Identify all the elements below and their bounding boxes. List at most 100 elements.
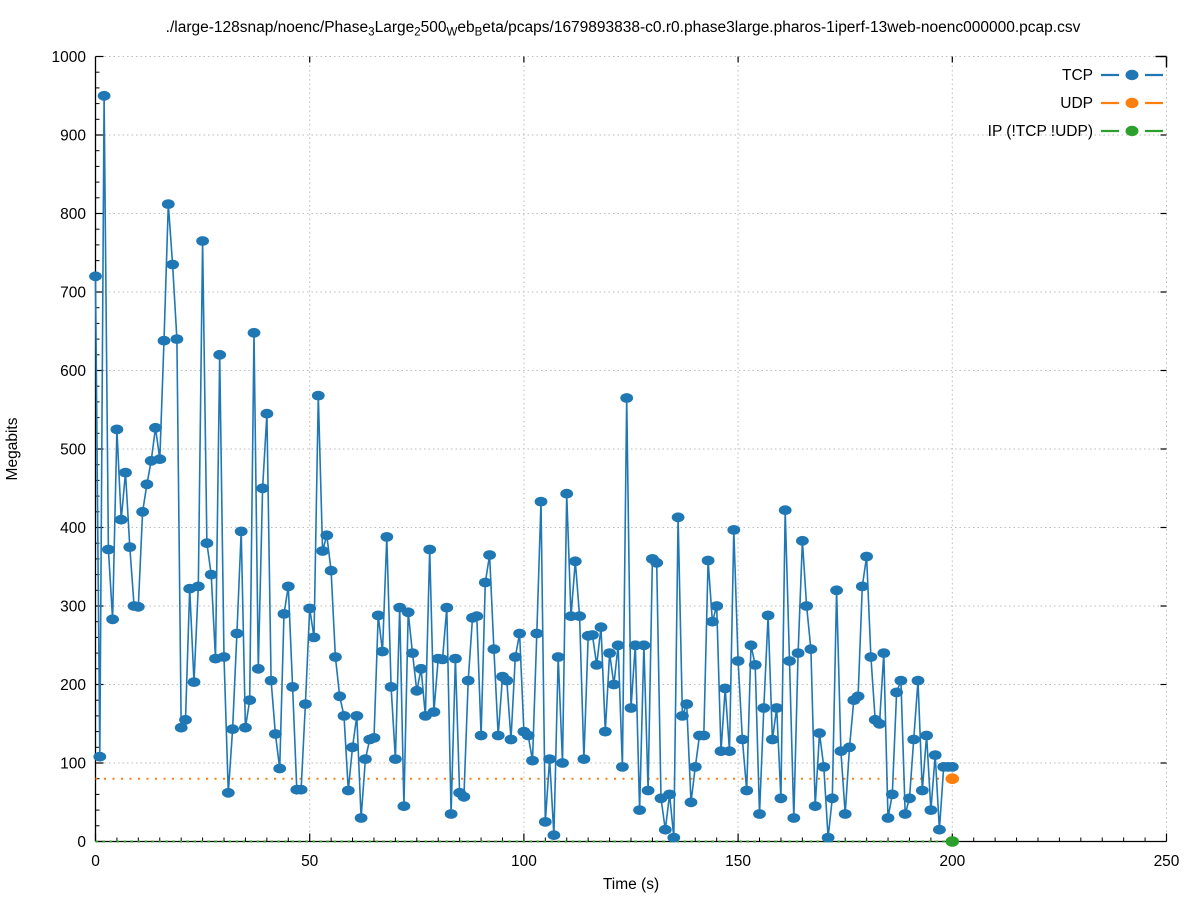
- y-tick-label-800: 800: [60, 206, 86, 223]
- x-tick-label-150: 150: [725, 853, 751, 870]
- tcp-marker: [898, 809, 912, 819]
- tcp-marker: [140, 479, 154, 490]
- tcp-marker: [731, 656, 745, 666]
- tcp-marker: [247, 327, 261, 338]
- tcp-marker: [736, 734, 749, 745]
- tcp-marker: [637, 640, 651, 651]
- tcp-marker: [161, 199, 175, 210]
- tcp-marker: [264, 675, 278, 686]
- tcp-marker: [744, 640, 758, 651]
- tcp-marker: [427, 707, 441, 717]
- tcp-marker: [860, 551, 873, 562]
- tcp-marker: [307, 632, 321, 643]
- x-tick-label-200: 200: [939, 853, 965, 870]
- legend-entry-ip: IP (!TCP !UDP): [988, 123, 1163, 140]
- tcp-marker: [611, 640, 625, 651]
- tcp-marker: [945, 762, 959, 772]
- y-tick-label-200: 200: [60, 677, 86, 694]
- tcp-marker: [877, 648, 891, 658]
- tcp-marker: [286, 682, 299, 692]
- tcp-marker: [911, 675, 925, 686]
- tcp-marker: [624, 703, 638, 713]
- tcp-marker: [410, 685, 424, 696]
- x-tick-label-50: 50: [301, 853, 319, 870]
- tcp-marker: [556, 758, 569, 768]
- tcp-marker: [414, 663, 428, 674]
- tcp-marker: [748, 660, 762, 670]
- tcp-marker: [658, 824, 672, 835]
- tcp-marker: [449, 653, 462, 664]
- tcp-marker: [808, 801, 822, 812]
- tcp-marker: [594, 622, 608, 633]
- tcp-marker: [783, 656, 796, 666]
- tcp-marker: [753, 809, 766, 819]
- tcp-marker: [277, 609, 291, 619]
- tcp-marker: [680, 699, 694, 709]
- legend-label-ip: IP (!TCP !UDP): [988, 123, 1093, 140]
- tcp-marker: [191, 581, 205, 592]
- tcp-marker: [706, 616, 719, 627]
- tcp-marker: [650, 557, 664, 568]
- tcp-marker: [688, 762, 702, 772]
- tcp-marker: [616, 762, 629, 772]
- tcp-marker: [710, 601, 724, 611]
- tcp-marker: [423, 544, 437, 555]
- tcp-marker: [791, 648, 805, 658]
- legend: TCP UDP IP (!TCP !UDP): [988, 67, 1163, 140]
- tcp-marker: [851, 691, 865, 702]
- tcp-marker: [787, 813, 801, 823]
- tcp-marker: [641, 785, 655, 796]
- title-segment: ./large-128snap/noenc/Phase: [166, 19, 369, 36]
- x-axis-label: Time (s): [603, 876, 659, 893]
- tcp-marker: [196, 236, 210, 246]
- tcp-marker: [179, 714, 192, 725]
- tcp-marker: [123, 542, 137, 552]
- y-tick-label-400: 400: [60, 520, 86, 537]
- tcp-marker: [239, 722, 252, 733]
- tcp-marker: [102, 544, 115, 555]
- tcp-marker: [933, 824, 946, 835]
- y-tick-label-600: 600: [60, 363, 86, 380]
- tcp-marker: [881, 813, 895, 823]
- tcp-marker: [114, 514, 128, 525]
- tcp-marker: [346, 742, 359, 753]
- tcp-marker: [200, 538, 214, 549]
- tcp-marker: [251, 663, 265, 674]
- title-subscript: W: [447, 27, 458, 39]
- title-segment: Large: [375, 19, 415, 36]
- tcp-marker: [825, 793, 839, 804]
- y-tick-label-100: 100: [60, 756, 86, 773]
- tcp-marker: [226, 724, 240, 735]
- tcp-marker: [376, 646, 389, 657]
- tcp-marker: [804, 644, 818, 655]
- tcp-marker: [543, 754, 556, 764]
- plot-area: 0 100 200 300 400 500 600 700 800 900 1000 0 50 100 15…: [52, 49, 1180, 870]
- x-tick-label-250: 250: [1154, 853, 1180, 870]
- tcp-marker: [230, 628, 244, 639]
- tcp-marker: [603, 648, 616, 658]
- tcp-marker: [384, 682, 398, 692]
- tcp-marker: [903, 793, 916, 804]
- tcp-marker: [371, 610, 385, 621]
- y-tick-label-0: 0: [77, 834, 86, 851]
- tcp-marker: [256, 483, 269, 494]
- title-subscript: 2: [414, 27, 420, 39]
- title-subscript: B: [475, 27, 483, 39]
- tcp-marker: [821, 832, 835, 843]
- tcp-marker: [299, 699, 312, 709]
- tcp-marker: [684, 797, 698, 808]
- tcp-marker: [778, 505, 792, 516]
- tcp-marker: [354, 813, 368, 823]
- x-tick-label-100: 100: [511, 853, 537, 870]
- tcp-marker: [281, 581, 295, 592]
- tcp-marker: [457, 791, 471, 802]
- tcp-marker: [401, 607, 415, 618]
- tcp-marker: [487, 644, 501, 655]
- title-segment: 500: [421, 19, 447, 36]
- tcp-marker: [157, 335, 171, 346]
- tcp-marker: [633, 805, 646, 815]
- y-tick-label-1000: 1000: [52, 49, 87, 66]
- tcp-marker: [243, 695, 257, 706]
- tcp-marker: [761, 610, 775, 621]
